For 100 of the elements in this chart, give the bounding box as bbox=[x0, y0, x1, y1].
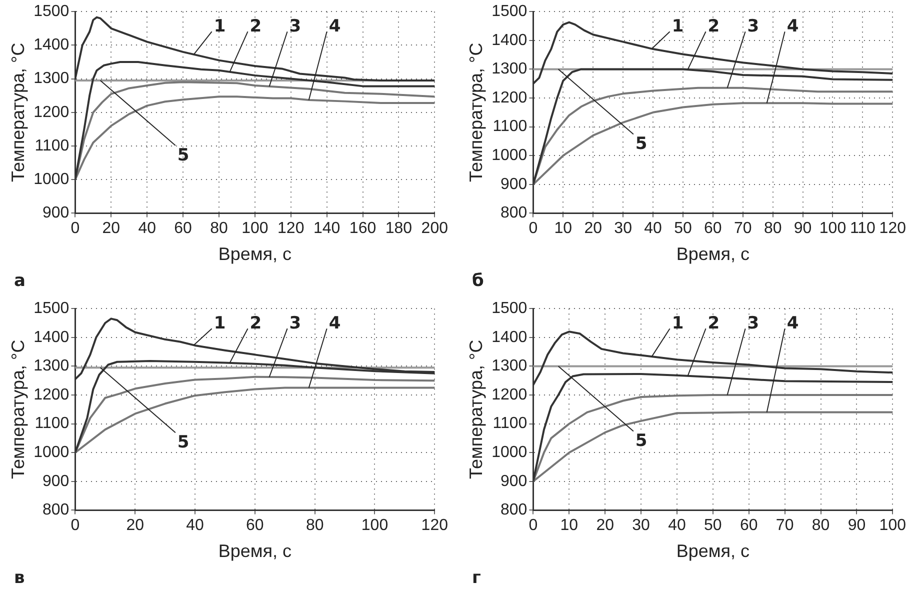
x-tick-label: 100 bbox=[819, 220, 846, 238]
x-tick-label: 120 bbox=[421, 517, 448, 534]
x-axis-title: Время, с bbox=[218, 244, 292, 264]
x-tick-label: 50 bbox=[674, 220, 692, 238]
x-tick-label: 10 bbox=[560, 517, 578, 534]
y-tick-label: 900 bbox=[500, 472, 528, 490]
x-tick-label: 160 bbox=[349, 220, 376, 238]
x-tick-label: 140 bbox=[313, 220, 340, 238]
x-tick-label: 80 bbox=[812, 517, 830, 534]
y-tick-label: 1200 bbox=[34, 386, 70, 404]
y-tick-label: 1500 bbox=[492, 300, 528, 318]
y-tick-label: 1500 bbox=[492, 3, 528, 20]
y-axis-title: Температура, °C bbox=[8, 340, 28, 480]
x-tick-label: 60 bbox=[740, 517, 758, 534]
y-tick-label: 1100 bbox=[492, 118, 528, 136]
y-tick-label: 800 bbox=[500, 204, 528, 222]
text: 2 bbox=[708, 16, 720, 37]
y-tick-label: 1200 bbox=[492, 89, 528, 106]
x-tick-label: 0 bbox=[70, 220, 80, 238]
y-tick-label: 1000 bbox=[492, 147, 528, 164]
y-tick-label: 1300 bbox=[492, 358, 528, 375]
x-axis-title: Время, с bbox=[676, 244, 750, 264]
y-tick-label: 900 bbox=[42, 204, 70, 222]
text: г bbox=[472, 568, 481, 588]
text: 4 bbox=[786, 314, 799, 334]
text: 3 bbox=[289, 16, 302, 37]
y-axis-title: Температура, °C bbox=[8, 42, 28, 182]
x-tick-label: 180 bbox=[385, 220, 412, 238]
text: 3 bbox=[747, 16, 760, 37]
x-tick-label: 60 bbox=[246, 517, 264, 534]
x-tick-label: 200 bbox=[421, 220, 448, 238]
y-tick-label: 1200 bbox=[492, 386, 528, 404]
y-tick-label: 1500 bbox=[34, 300, 70, 318]
x-tick-label: 80 bbox=[764, 220, 782, 238]
y-tick-label: 1400 bbox=[34, 328, 70, 346]
x-tick-label: 100 bbox=[242, 220, 268, 238]
x-axis-title: Время, с bbox=[676, 541, 750, 562]
x-tick-label: 100 bbox=[361, 517, 388, 534]
text: 5 bbox=[635, 431, 648, 452]
text: 4 bbox=[328, 314, 341, 334]
x-tick-label: 20 bbox=[596, 517, 614, 534]
x-tick-label: 90 bbox=[848, 517, 866, 534]
x-tick-label: 0 bbox=[528, 220, 538, 238]
y-tick-label: 1400 bbox=[34, 36, 70, 54]
x-tick-label: 90 bbox=[794, 220, 812, 238]
y-tick-label: 1000 bbox=[34, 444, 70, 462]
y-tick-label: 1100 bbox=[34, 415, 70, 432]
y-tick-label: 900 bbox=[42, 472, 70, 490]
series-label: 1 bbox=[214, 16, 226, 37]
y-tick-label: 800 bbox=[500, 502, 528, 519]
x-tick-label: 40 bbox=[644, 220, 662, 238]
x-tick-label: 20 bbox=[102, 220, 120, 238]
text: 2 bbox=[708, 314, 720, 334]
y-tick-label: 1300 bbox=[34, 70, 70, 88]
x-tick-label: 0 bbox=[70, 517, 80, 534]
x-tick-label: 110 bbox=[850, 220, 876, 238]
x-tick-label: 30 bbox=[632, 517, 650, 534]
x-tick-label: 70 bbox=[734, 220, 752, 238]
text: в bbox=[14, 568, 25, 588]
x-tick-label: 120 bbox=[879, 220, 906, 238]
y-tick-label: 1400 bbox=[492, 32, 528, 49]
x-tick-label: 50 bbox=[704, 517, 722, 534]
x-tick-label: 60 bbox=[174, 220, 192, 238]
y-axis-title: Температура, °C bbox=[466, 42, 486, 182]
y-tick-label: 1100 bbox=[492, 415, 528, 432]
y-tick-label: 1200 bbox=[34, 104, 70, 121]
text: 3 bbox=[289, 314, 302, 334]
y-tick-label: 1000 bbox=[34, 171, 70, 188]
text: 5 bbox=[177, 432, 190, 453]
x-tick-label: 30 bbox=[614, 220, 632, 238]
text: 4 bbox=[786, 16, 799, 37]
y-tick-label: 800 bbox=[42, 502, 70, 519]
series-label: 1 bbox=[672, 314, 684, 334]
x-tick-label: 20 bbox=[126, 517, 144, 534]
y-tick-label: 900 bbox=[500, 176, 528, 193]
x-tick-label: 20 bbox=[584, 220, 602, 238]
series-label: 1 bbox=[672, 16, 684, 37]
x-tick-label: 100 bbox=[879, 517, 906, 534]
y-tick-label: 1000 bbox=[492, 444, 528, 462]
x-tick-label: 70 bbox=[776, 517, 794, 534]
x-tick-label: 0 bbox=[528, 517, 538, 534]
text: 2 bbox=[250, 16, 262, 37]
text: а bbox=[14, 271, 26, 291]
y-tick-label: 1400 bbox=[492, 328, 528, 346]
text: 4 bbox=[328, 16, 341, 37]
x-tick-label: 10 bbox=[554, 220, 572, 238]
x-tick-label: 40 bbox=[668, 517, 686, 534]
series-label: 1 bbox=[214, 314, 226, 334]
series-label: 2 bbox=[250, 314, 262, 334]
x-tick-label: 120 bbox=[278, 220, 304, 238]
y-tick-label: 1300 bbox=[34, 358, 70, 375]
y-tick-label: 1100 bbox=[34, 137, 70, 154]
y-tick-label: 1300 bbox=[492, 60, 528, 78]
x-tick-label: 40 bbox=[186, 517, 204, 534]
x-tick-label: 80 bbox=[210, 220, 228, 238]
x-tick-label: 80 bbox=[306, 517, 324, 534]
y-tick-label: 1500 bbox=[34, 3, 70, 20]
x-tick-label: 60 bbox=[704, 220, 722, 238]
text: 5 bbox=[177, 145, 190, 166]
x-tick-label: 40 bbox=[138, 220, 156, 238]
